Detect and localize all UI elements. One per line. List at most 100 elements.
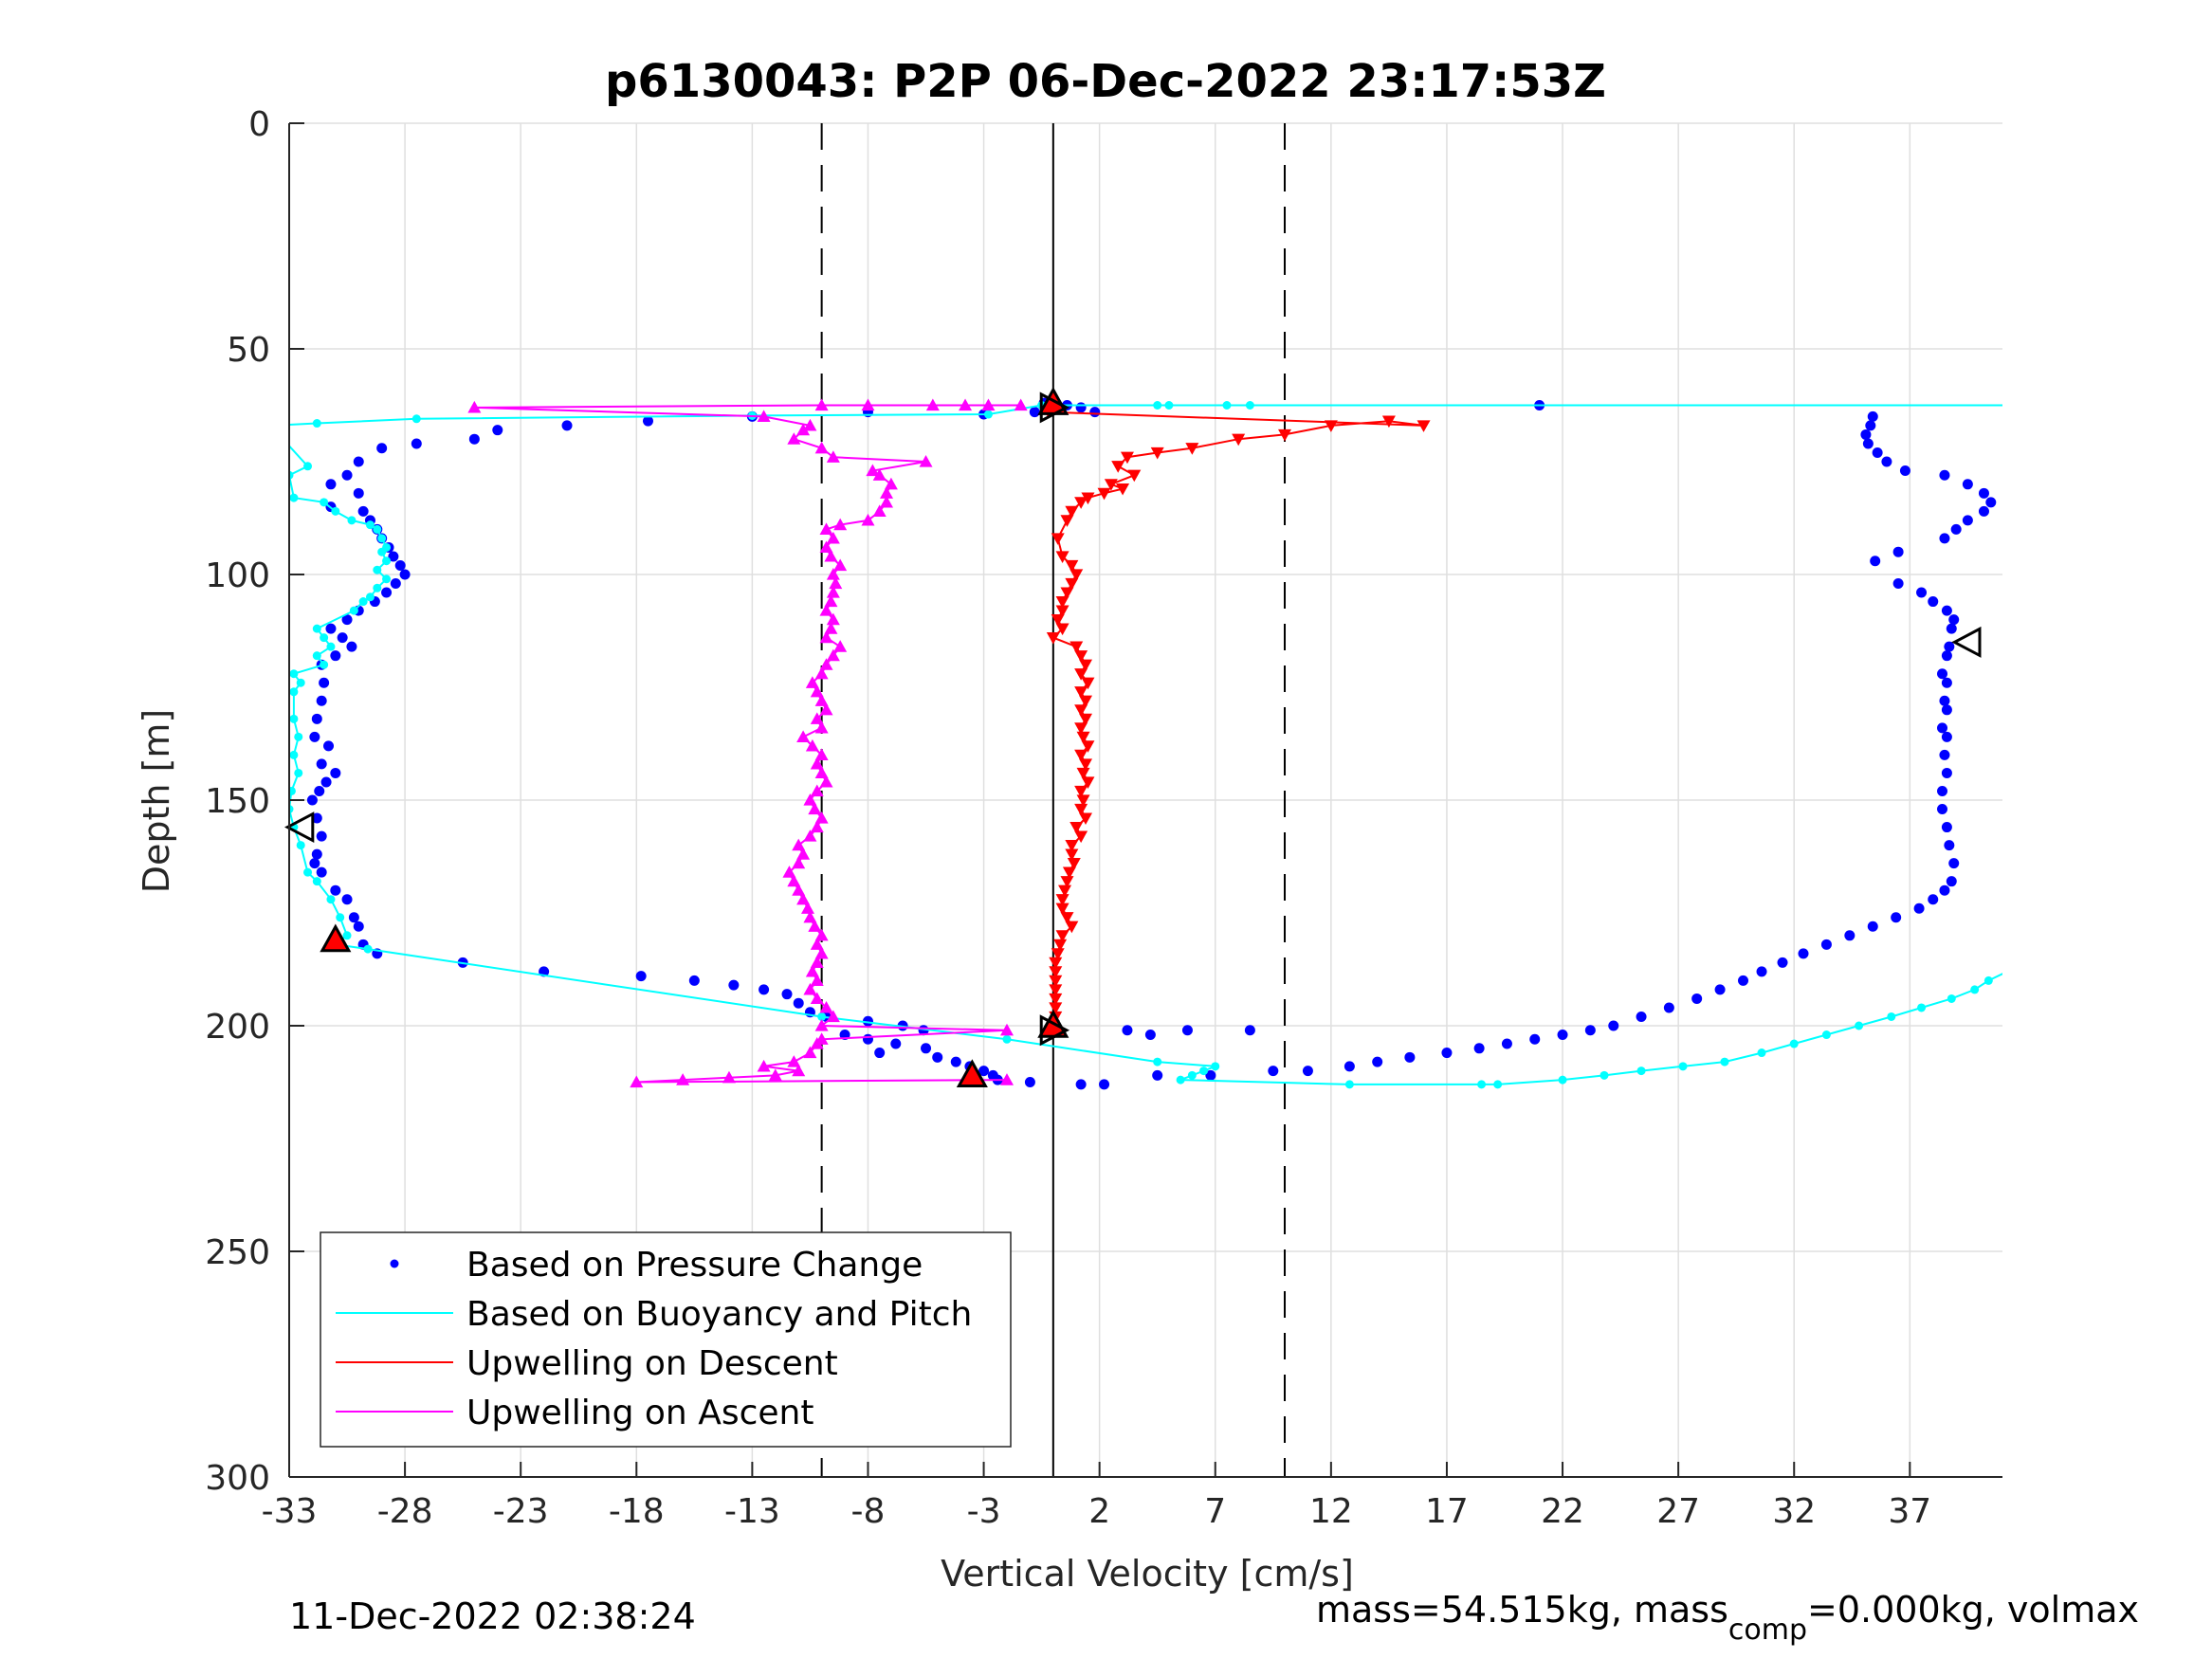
data-point [1501, 1038, 1512, 1049]
data-point [309, 731, 320, 742]
data-point [1789, 1039, 1799, 1048]
data-point [1232, 433, 1246, 447]
data-point [810, 956, 824, 968]
data-point [676, 1073, 690, 1085]
data-point [814, 441, 829, 454]
data-point [303, 867, 313, 877]
data-point [1928, 596, 1939, 608]
data-point [320, 660, 329, 669]
data-point [810, 712, 824, 724]
data-point [312, 624, 321, 633]
data-point [803, 1046, 817, 1059]
data-point [819, 630, 833, 644]
data-point [1065, 840, 1079, 852]
data-point [1939, 749, 1950, 760]
event-marker [283, 811, 315, 844]
data-point [861, 398, 875, 411]
data-point [311, 812, 322, 824]
data-point [289, 493, 299, 502]
data-point [331, 506, 340, 516]
data-point [1860, 428, 1872, 440]
data-point [1067, 858, 1081, 870]
data-point [1820, 939, 1832, 950]
series-line [289, 404, 2002, 1085]
y-tick-label: 100 [205, 556, 270, 595]
data-point [1678, 1062, 1688, 1071]
x-tick-label: 22 [1541, 1492, 1584, 1531]
data-point [1153, 401, 1162, 410]
data-point [341, 894, 353, 905]
data-point [358, 597, 368, 607]
data-point [1122, 1025, 1133, 1036]
data-point [1079, 713, 1093, 726]
data-point [826, 1010, 840, 1023]
data-point [1865, 420, 1876, 431]
data-point [819, 775, 833, 788]
data-point [728, 979, 740, 991]
legend: Based on Pressure Change Based on Buoyanc… [320, 1231, 1012, 1448]
data-point [1060, 912, 1074, 924]
data-point [803, 910, 817, 923]
data-point [630, 1075, 644, 1088]
x-tick-label: -8 [851, 1492, 886, 1531]
data-point [1962, 479, 1973, 490]
data-point [316, 758, 327, 770]
data-point [819, 522, 833, 535]
data-point [1937, 804, 1948, 815]
data-point [1978, 505, 1989, 517]
data-point [309, 858, 320, 869]
data-point [1937, 668, 1948, 680]
data-point [373, 583, 382, 592]
data-point [1970, 985, 1980, 994]
data-point [1055, 894, 1069, 906]
data-point [1205, 1069, 1216, 1081]
data-point [561, 420, 573, 431]
data-point [1074, 749, 1088, 762]
data-point [819, 702, 833, 716]
footer-mass-part2: =0.000kg, volmax [1807, 1589, 2139, 1631]
x-tick-label: 32 [1772, 1492, 1816, 1531]
data-point [884, 477, 898, 490]
data-point [330, 650, 341, 662]
x-tick-label: 7 [1204, 1492, 1226, 1531]
data-point [1058, 884, 1072, 898]
data-point [759, 984, 770, 995]
data-point [373, 565, 382, 574]
data-point [411, 414, 421, 424]
data-point [373, 524, 382, 534]
data-point [810, 974, 824, 986]
data-point [805, 738, 819, 752]
data-point [981, 398, 996, 411]
data-point [363, 944, 373, 954]
data-point [1344, 1080, 1354, 1089]
data-point [1065, 559, 1079, 573]
data-point [314, 785, 325, 796]
data-point [1046, 632, 1060, 645]
data-point [787, 874, 801, 887]
data-point [1079, 758, 1093, 771]
data-point [411, 438, 422, 449]
data-point [1268, 1066, 1279, 1077]
data-point [1529, 1033, 1541, 1045]
data-point [319, 677, 330, 688]
footer-mass-part1: mass=54.515kg, mass [1316, 1589, 1728, 1631]
data-point [1055, 623, 1069, 636]
data-point [1939, 884, 1950, 896]
x-tick-label: 17 [1425, 1492, 1469, 1531]
data-point [1941, 767, 1952, 778]
data-point [1939, 533, 1950, 544]
data-point [824, 594, 838, 608]
legend-label: Based on Pressure Change [466, 1246, 923, 1285]
data-point [1798, 948, 1809, 959]
legend-label: Upwelling on Descent [466, 1344, 838, 1383]
data-point [833, 640, 848, 652]
data-point [1950, 523, 1962, 535]
data-point [381, 587, 393, 598]
data-point [337, 632, 348, 644]
data-point [826, 612, 840, 626]
data-point [1069, 569, 1084, 581]
data-point [1055, 902, 1069, 916]
data-point [289, 786, 296, 795]
data-point [325, 479, 337, 490]
data-point [1164, 401, 1174, 410]
